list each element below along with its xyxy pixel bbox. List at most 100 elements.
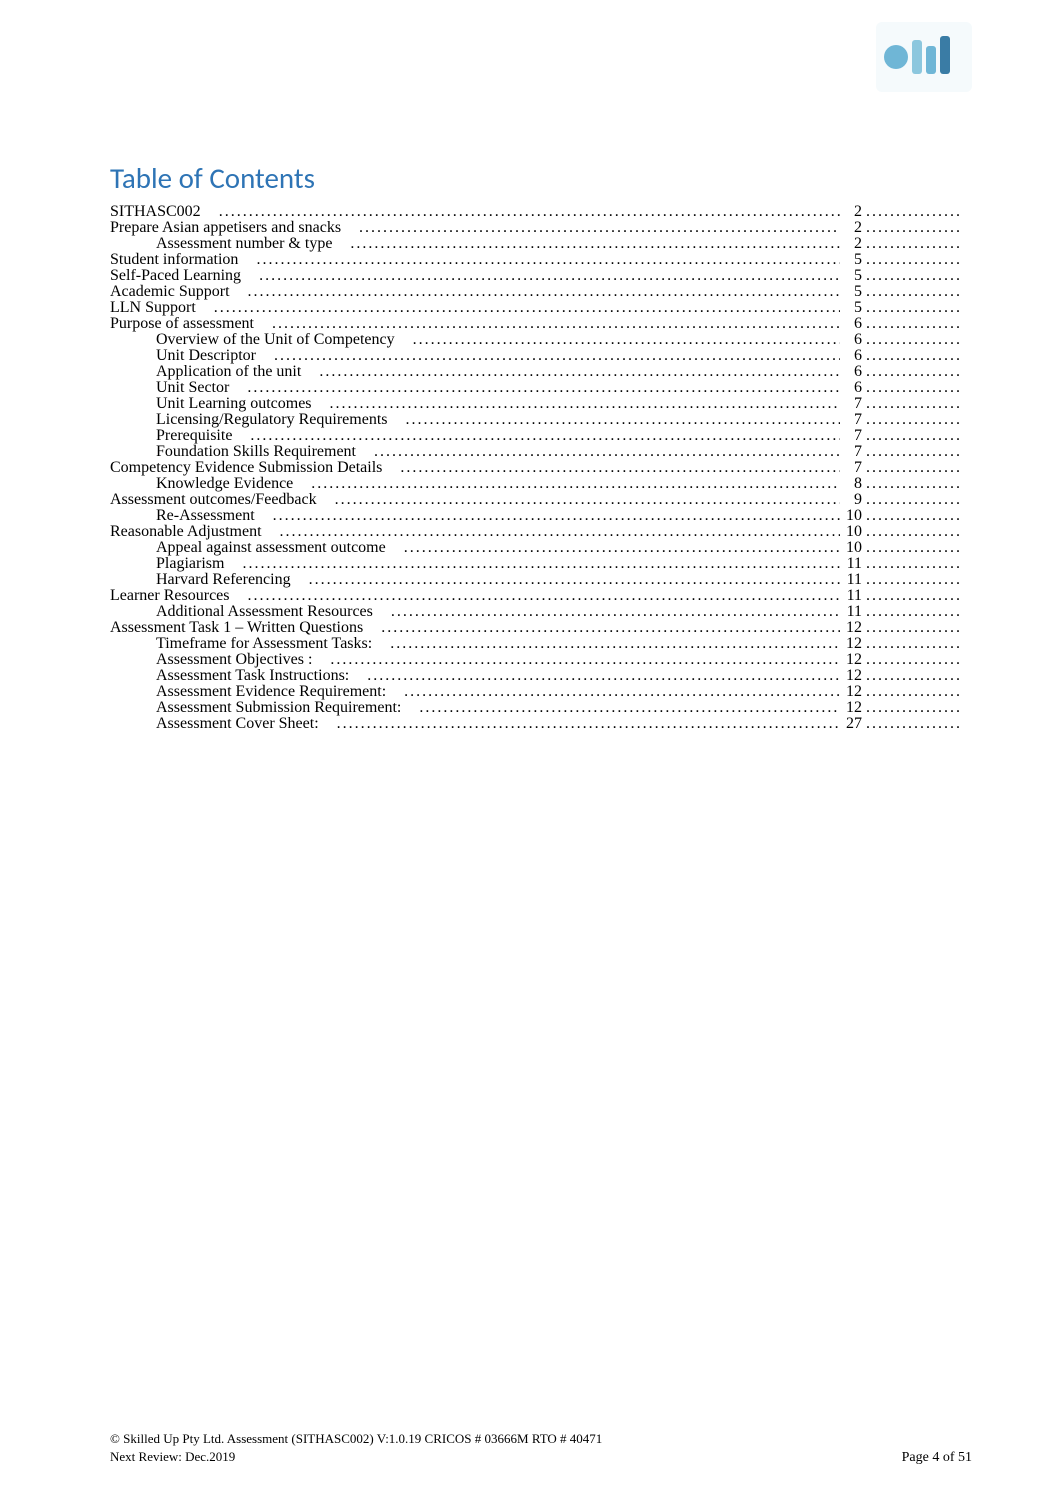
toc-tail: ........................................… [862,540,962,556]
toc-entry[interactable]: Assessment number & type................… [110,236,962,252]
toc-tail: ........................................… [862,524,962,540]
toc-entry-label: Timeframe for Assessment Tasks: [156,636,372,652]
toc-entry-label: Knowledge Evidence [156,476,293,492]
toc-entry[interactable]: Unit Sector.............................… [110,380,962,396]
toc-tail: ........................................… [862,396,962,412]
toc-entry[interactable]: Assessment Submission Requirement:......… [110,700,962,716]
toc-entry-page: 12 [840,652,862,668]
toc-tail: ........................................… [862,620,962,636]
toc-entry[interactable]: Appeal against assessment outcome.......… [110,540,962,556]
toc-entry[interactable]: Academic Support........................… [110,284,962,300]
toc-leader: ........................................… [390,636,840,652]
toc-leader: ........................................… [248,588,841,604]
toc-entry[interactable]: Plagiarism..............................… [110,556,962,572]
logo [876,22,972,92]
toc-entry-label: Unit Learning outcomes [156,396,312,412]
toc-leader: ........................................… [311,476,840,492]
toc-entry-label: SITHASC002 [110,204,201,220]
toc-leader: ........................................… [374,444,840,460]
toc-entry[interactable]: Assessment Evidence Requirement:........… [110,684,962,700]
toc-entry-page: 2 [840,204,862,220]
toc-tail: ........................................… [862,556,962,572]
toc-leader: ........................................… [214,300,840,316]
toc-entry-page: 12 [840,620,862,636]
toc-tail: ........................................… [862,604,962,620]
toc-entry-label: Self-Paced Learning [110,268,241,284]
toc-entry[interactable]: LLN Support.............................… [110,300,962,316]
toc-entry[interactable]: Prepare Asian appetisers and snacks.....… [110,220,962,236]
toc-entry[interactable]: Additional Assessment Resources.........… [110,604,962,620]
toc-entry[interactable]: Self-Paced Learning.....................… [110,268,962,284]
toc-entry[interactable]: Licensing/Regulatory Requirements.......… [110,412,962,428]
toc-entry[interactable]: Application of the unit.................… [110,364,962,380]
toc-tail: ........................................… [862,668,962,684]
toc-entry-page: 7 [840,444,862,460]
toc-tail: ........................................… [862,700,962,716]
toc-entry[interactable]: Assessment Cover Sheet:.................… [110,716,962,732]
toc-entry[interactable]: Unit Descriptor.........................… [110,348,962,364]
toc-tail: ........................................… [862,284,962,300]
toc-entry-page: 12 [840,668,862,684]
toc-entry[interactable]: Re-Assessment...........................… [110,508,962,524]
toc-tail: ........................................… [862,428,962,444]
toc-entry-page: 9 [840,492,862,508]
toc-entry[interactable]: Knowledge Evidence......................… [110,476,962,492]
toc-leader: ........................................… [381,620,840,636]
toc-entry-label: Reasonable Adjustment [110,524,262,540]
toc-entry[interactable]: Overview of the Unit of Competency......… [110,332,962,348]
toc-entry-label: Assessment Task 1 – Written Questions [110,620,363,636]
toc-entry-page: 2 [840,236,862,252]
toc-entry-page: 27 [840,716,862,732]
toc-entry-page: 5 [840,300,862,316]
toc-tail: ........................................… [862,572,962,588]
toc-tail: ........................................… [862,508,962,524]
toc-leader: ........................................… [419,700,840,716]
toc-entry-label: Learner Resources [110,588,230,604]
toc-tail: ........................................… [862,332,962,348]
toc-leader: ........................................… [256,252,840,268]
toc-entry[interactable]: Purpose of assessment...................… [110,316,962,332]
toc-leader: ........................................… [413,332,840,348]
toc-entry[interactable]: Assessment Objectives :.................… [110,652,962,668]
toc-leader: ........................................… [406,412,841,428]
toc-entry-page: 5 [840,268,862,284]
toc-entry-page: 6 [840,348,862,364]
toc-entry-label: Academic Support [110,284,230,300]
toc-entry-page: 5 [840,284,862,300]
toc-tail: ........................................… [862,204,962,220]
toc-entry-label: Assessment outcomes/Feedback [110,492,317,508]
toc-entry[interactable]: Assessment Task Instructions:...........… [110,668,962,684]
toc-entry[interactable]: Harvard Referencing.....................… [110,572,962,588]
toc-tail: ........................................… [862,460,962,476]
toc-tail: ........................................… [862,492,962,508]
toc-entry[interactable]: Student information.....................… [110,252,962,268]
toc-leader: ........................................… [274,348,840,364]
toc-entry[interactable]: Reasonable Adjustment...................… [110,524,962,540]
toc-entry[interactable]: Assessment outcomes/Feedback............… [110,492,962,508]
toc-entry[interactable]: Foundation Skills Requirement...........… [110,444,962,460]
toc-entry-page: 12 [840,700,862,716]
toc-entry[interactable]: Unit Learning outcomes..................… [110,396,962,412]
toc-entry[interactable]: Assessment Task 1 – Written Questions...… [110,620,962,636]
toc-entry-page: 6 [840,316,862,332]
toc-entry-page: 11 [840,556,862,572]
toc-leader: ........................................… [250,428,840,444]
toc-entry[interactable]: SITHASC002..............................… [110,204,962,220]
toc-entry[interactable]: Competency Evidence Submission Details..… [110,460,962,476]
toc-tail: ........................................… [862,476,962,492]
toc-entry-page: 7 [840,396,862,412]
toc-leader: ........................................… [350,236,840,252]
toc-entry-label: Student information [110,252,238,268]
toc-tail: ........................................… [862,652,962,668]
toc-entry[interactable]: Learner Resources.......................… [110,588,962,604]
toc-entry[interactable]: Timeframe for Assessment Tasks:.........… [110,636,962,652]
toc-entry-page: 7 [840,428,862,444]
toc-entry[interactable]: Prerequisite............................… [110,428,962,444]
toc-entry-label: Assessment number & type [156,236,332,252]
toc-leader: ........................................… [248,284,840,300]
toc-leader: ........................................… [367,668,840,684]
toc-entry-page: 7 [840,412,862,428]
toc-entry-label: Purpose of assessment [110,316,254,332]
toc-entry-page: 11 [840,572,862,588]
toc-entry-label: Appeal against assessment outcome [156,540,386,556]
